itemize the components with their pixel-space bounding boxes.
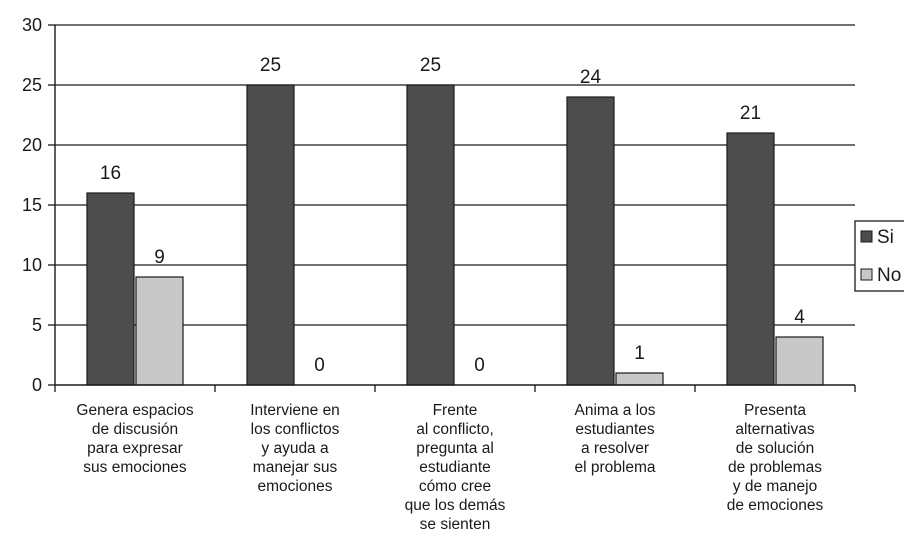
- x-category-label-3: Frente al conflicto, pregunta al estudiante…: [405, 402, 506, 533]
- bar-no-5: [775, 336, 824, 386]
- x-category-label-4: Anima a los estudiantes a resolver el probl…: [575, 402, 656, 476]
- bar-si-4: [566, 96, 615, 386]
- legend-swatch-si: [860, 230, 873, 243]
- x-category-label-5: Presenta alternativas de solución de proble…: [727, 402, 824, 514]
- bar-si-1: [86, 192, 135, 386]
- x-category-label-1: Genera espacios de discusión para expresar…: [76, 402, 193, 476]
- data-label-si-1: 16: [100, 163, 121, 184]
- data-labels: 16 25 25 24 21 9 0 0 1 4: [100, 55, 805, 376]
- y-tick-label: 10: [22, 255, 42, 275]
- data-label-si-2: 25: [260, 55, 281, 76]
- y-axis-ticks: 0 5 10 15 20 25 30: [22, 15, 55, 395]
- bar-si-2: [246, 84, 295, 386]
- legend-label-si: Si: [877, 227, 894, 248]
- y-tick-label: 5: [32, 315, 42, 335]
- x-category-label-2: Interviene en los conflictos y ayuda a mane…: [250, 402, 340, 495]
- legend-label-no: No: [877, 265, 901, 286]
- data-label-si-3: 25: [420, 55, 441, 76]
- data-label-no-1: 9: [154, 247, 165, 268]
- x-axis-category-labels: Genera espacios de discusión para expresar…: [76, 402, 823, 533]
- y-tick-label: 15: [22, 195, 42, 215]
- data-label-no-5: 4: [794, 307, 805, 328]
- legend: Si No: [854, 220, 904, 292]
- bar-no-1: [135, 276, 184, 386]
- data-label-no-3: 0: [474, 355, 485, 376]
- data-label-no-4: 1: [634, 343, 645, 364]
- y-tick-label: 25: [22, 75, 42, 95]
- bar-si-3: [406, 84, 455, 386]
- bars: [86, 84, 824, 386]
- y-tick-label: 30: [22, 15, 42, 35]
- bar-si-5: [726, 132, 775, 386]
- legend-swatch-no: [860, 268, 873, 281]
- bar-no-4: [615, 372, 664, 386]
- gridlines: [55, 24, 855, 326]
- y-tick-label: 0: [32, 375, 42, 395]
- data-label-si-4: 24: [580, 67, 602, 88]
- y-tick-label: 20: [22, 135, 42, 155]
- data-label-si-5: 21: [740, 103, 761, 124]
- data-label-no-2: 0: [314, 355, 325, 376]
